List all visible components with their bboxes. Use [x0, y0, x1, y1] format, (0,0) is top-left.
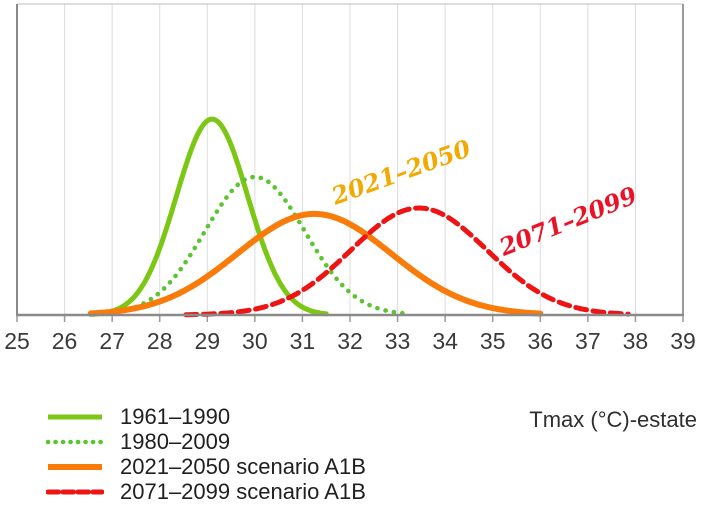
curve-2071-2099-1-	[183, 205, 631, 318]
x-tick-label: 34	[432, 328, 458, 354]
legend-swatch-solid	[48, 463, 102, 470]
legend-row: 2021–2050 scenario A1B	[46, 454, 366, 479]
x-tick-label: 37	[575, 328, 601, 354]
x-tick-label: 25	[4, 328, 30, 354]
x-tick-label: 36	[527, 328, 554, 354]
x-tick-label: 35	[479, 328, 506, 354]
curve-2021-2050-1-	[87, 210, 544, 317]
x-tick-label: 33	[384, 328, 411, 354]
x-tick-label: 28	[146, 328, 173, 354]
legend-row: 2071–2099 scenario A1B	[46, 479, 366, 504]
curve-1961-1990	[88, 116, 329, 317]
x-tick-label: 30	[242, 328, 268, 354]
legend: 1961–1990 1980–2009 2021–2050 scenario A1B…	[46, 404, 366, 504]
legend-swatch-solid	[48, 414, 102, 419]
x-tick-label: 27	[99, 328, 125, 354]
x-tick-label: 29	[194, 328, 221, 354]
legend-swatch-dotted	[46, 439, 104, 444]
x-tick-label: 26	[51, 328, 78, 354]
curve-1980-2009	[100, 174, 409, 317]
legend-label: 1961–1990	[120, 403, 231, 429]
legend-label: 2021–2050 scenario A1B	[120, 453, 366, 479]
legend-label: 2071–2099 scenario A1B	[120, 478, 366, 504]
x-tick-label: 31	[289, 328, 316, 354]
x-tick-label: 39	[670, 328, 696, 354]
legend-row: 1980–2009	[46, 429, 366, 454]
x-tick-label: 38	[622, 328, 649, 354]
x-axis-title: Tmax (°C)-estate	[529, 407, 697, 432]
legend-label: 1980–2009	[120, 428, 231, 454]
x-tick-label: 32	[337, 328, 363, 354]
legend-row: 1961–1990	[46, 404, 366, 429]
legend-swatch-dashed	[46, 489, 104, 494]
